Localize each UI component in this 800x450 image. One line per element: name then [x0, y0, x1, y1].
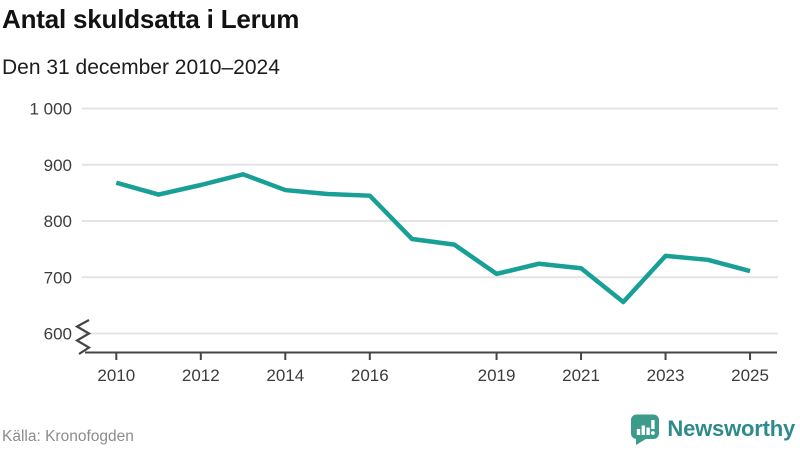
x-tick-label: 2025: [731, 366, 769, 385]
y-tick-label: 600: [44, 325, 72, 344]
y-tick-label: 800: [44, 212, 72, 231]
y-tick-label: 1 000: [29, 100, 72, 119]
x-tick-label: 2014: [266, 366, 304, 385]
newsworthy-logo-text: Newsworthy: [667, 416, 795, 441]
newsworthy-logo-icon: [631, 414, 660, 445]
x-tick-label: 2023: [647, 366, 685, 385]
chart-title: Antal skuldsatta i Lerum: [2, 4, 300, 34]
newsworthy-logo: Newsworthy: [630, 412, 795, 446]
chart-subtitle: Den 31 december 2010–2024: [2, 56, 280, 79]
x-tick-label: 2012: [182, 366, 220, 385]
x-tick-label: 2016: [351, 366, 389, 385]
y-tick-label: 900: [44, 156, 72, 175]
data-line: [115, 172, 751, 305]
x-tick-label: 2010: [97, 366, 135, 385]
source-note: Källa: Kronofogden: [2, 428, 134, 445]
x-tick-label: 2021: [562, 366, 600, 385]
x-tick-label: 2019: [478, 366, 516, 385]
y-axis-break-icon: [74, 319, 92, 355]
y-tick-label: 700: [44, 268, 72, 287]
